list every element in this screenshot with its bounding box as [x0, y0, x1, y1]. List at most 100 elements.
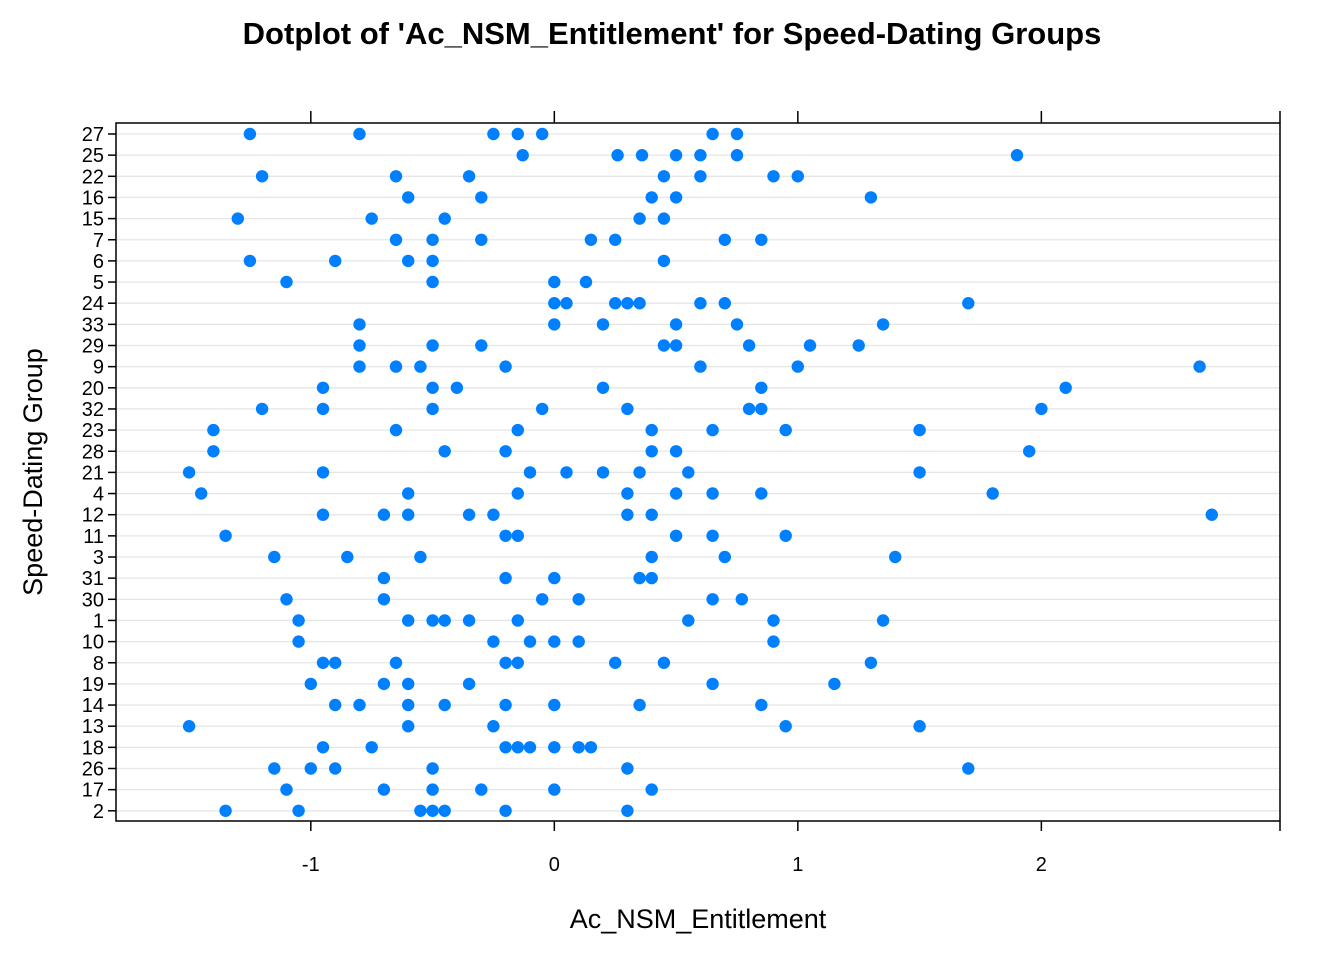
data-point — [791, 170, 804, 183]
data-point — [718, 297, 731, 310]
data-point — [475, 191, 488, 204]
data-point — [669, 318, 683, 331]
axis-ticks: -1 0 1 2 — [108, 111, 1281, 876]
data-point — [596, 381, 610, 394]
data-point — [718, 233, 731, 246]
data-point — [377, 508, 391, 521]
data-point — [487, 508, 500, 521]
data-point — [402, 698, 415, 712]
data-point — [316, 381, 330, 394]
data-point — [536, 402, 549, 416]
data-point — [645, 550, 658, 564]
data-point — [499, 571, 512, 585]
data-point — [669, 445, 683, 458]
data-point — [657, 656, 671, 669]
data-point — [621, 402, 634, 416]
data-point — [207, 445, 220, 458]
y-tick-label: 17 — [82, 780, 104, 802]
data-point — [645, 783, 658, 796]
y-tick-label: 16 — [82, 187, 104, 209]
data-point — [548, 318, 561, 331]
data-point — [182, 720, 196, 733]
y-tick-label: 22 — [82, 166, 104, 188]
data-point — [523, 466, 537, 479]
data-point — [730, 318, 744, 331]
data-point — [657, 339, 671, 352]
data-point — [548, 571, 561, 585]
data-point — [548, 741, 561, 754]
data-point — [962, 762, 975, 775]
y-tick-label: 27 — [82, 124, 104, 146]
data-point — [986, 487, 999, 500]
data-point — [803, 339, 817, 352]
data-point — [402, 191, 415, 204]
chart-title: Dotplot of 'Ac_NSM_Entitlement' for Spee… — [243, 16, 1102, 51]
data-point — [755, 487, 768, 500]
data-point — [280, 783, 293, 796]
data-point — [316, 466, 330, 479]
data-point — [536, 593, 549, 606]
data-point — [572, 741, 585, 754]
data-point — [268, 550, 281, 564]
data-point — [706, 593, 719, 606]
data-points — [182, 127, 1219, 817]
y-tick-label: 29 — [82, 336, 104, 358]
data-point — [402, 614, 415, 627]
x-axis-label: Ac_NSM_Entitlement — [570, 904, 827, 934]
data-point — [426, 339, 439, 352]
data-point — [511, 423, 524, 437]
data-point — [475, 339, 488, 352]
y-tick-label: 4 — [93, 484, 104, 506]
data-point — [499, 445, 512, 458]
data-point — [255, 170, 269, 183]
data-point — [611, 149, 624, 162]
data-point — [633, 698, 646, 712]
data-point — [735, 593, 748, 606]
y-tick-label: 20 — [82, 378, 104, 400]
data-point — [523, 741, 537, 754]
data-point — [377, 571, 391, 585]
data-point — [438, 698, 451, 712]
y-tick-label: 33 — [82, 314, 104, 336]
data-point — [499, 360, 512, 373]
data-point — [438, 445, 451, 458]
data-point — [516, 149, 529, 162]
y-tick-label: 25 — [82, 145, 104, 167]
data-point — [377, 783, 391, 796]
y-axis-label: Speed-Dating Group — [18, 348, 48, 596]
data-point — [487, 127, 500, 141]
data-point — [414, 550, 427, 564]
data-point — [438, 614, 451, 627]
data-point — [487, 720, 500, 733]
data-point — [243, 254, 257, 268]
data-point — [353, 318, 366, 331]
data-point — [414, 804, 427, 817]
data-point — [377, 677, 391, 691]
data-point — [876, 318, 890, 331]
data-point — [876, 614, 890, 627]
data-point — [1010, 149, 1024, 162]
data-point — [852, 339, 865, 352]
data-point — [645, 423, 658, 437]
data-point — [633, 212, 646, 225]
data-point — [389, 423, 403, 437]
data-point — [523, 635, 537, 648]
y-tick-label: 8 — [93, 653, 104, 675]
data-point — [694, 297, 707, 310]
data-point — [657, 254, 671, 268]
data-point — [1035, 402, 1048, 416]
data-point — [645, 508, 658, 521]
data-point — [402, 508, 415, 521]
data-point — [1022, 445, 1036, 458]
data-point — [635, 149, 649, 162]
data-point — [694, 360, 707, 373]
data-point — [268, 762, 281, 775]
data-point — [389, 656, 403, 669]
data-point — [426, 233, 439, 246]
data-point — [913, 466, 926, 479]
data-point — [353, 698, 366, 712]
data-point — [182, 466, 196, 479]
data-point — [669, 149, 683, 162]
data-point — [243, 127, 257, 141]
data-point — [645, 445, 658, 458]
